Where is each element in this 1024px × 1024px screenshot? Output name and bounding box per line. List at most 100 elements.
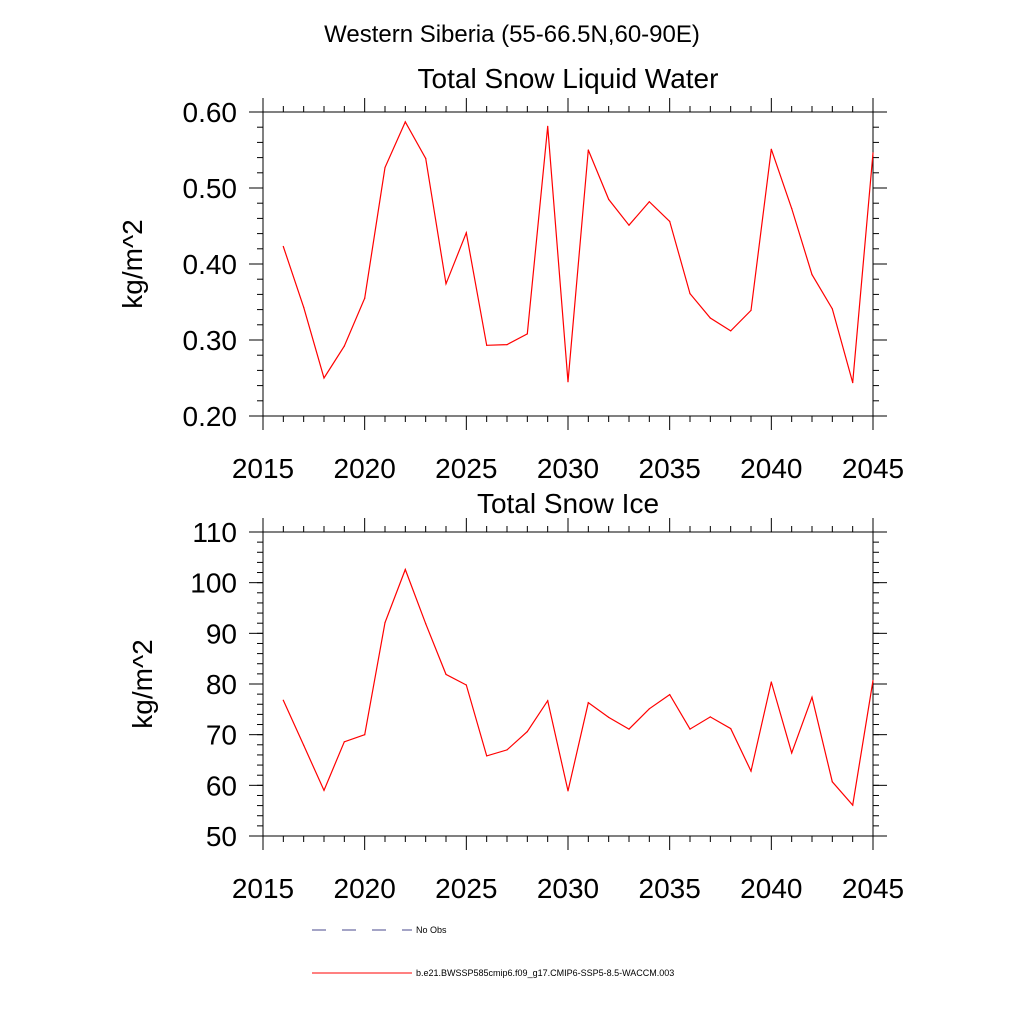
y-tick-label: 60 [206,770,237,801]
data-point [282,245,284,248]
data-point [445,673,447,676]
legend-item-no-obs: No Obs [312,925,447,935]
data-point [852,382,854,384]
panel-snow-ice: Total Snow Ice kg/m^2 2015 2020 2025 2030 20… [127,488,904,904]
data-point [709,317,711,319]
data-point [689,728,691,730]
y-tick-label: 100 [190,568,237,599]
y-axis-label: kg/m^2 [127,639,158,728]
data-point [303,744,305,746]
panel-title: Total Snow Ice [477,488,659,519]
data-point [303,306,305,308]
plot-area: 2015 2020 2025 2030 2035 2040 2045 0.20 0.30 0.40… [183,97,905,484]
x-tick-label: 2035 [639,453,701,484]
panel-title: Total Snow Liquid Water [418,63,719,94]
data-point [872,152,874,154]
data-point [750,770,752,772]
x-tick-label: 2030 [537,873,599,904]
data-point [425,623,427,625]
y-tick-label: 0.30 [183,325,238,356]
x-tick-label: 2025 [435,873,497,904]
data-point [730,330,732,332]
legend-label: b.e21.BWSSP585cmip6.f09_g17.CMIP6-SSP5-8… [416,968,674,978]
y-tick-label: 110 [192,517,237,548]
y-tick-label: 70 [206,720,237,751]
data-point [669,694,671,696]
y-tick-label: 80 [206,669,237,700]
data-point [323,377,325,379]
data-point [587,702,589,704]
data-point [547,125,549,127]
data-point [608,198,610,200]
legend-item-model-run: b.e21.BWSSP585cmip6.f09_g17.CMIP6-SSP5-8… [312,968,674,978]
data-point [770,681,772,683]
x-tick-label: 2035 [639,873,701,904]
data-point [526,333,528,335]
data-point [547,700,549,702]
data-point [404,568,406,571]
data-point [669,220,671,222]
y-tick-label: 50 [206,821,237,852]
data-point [791,752,793,754]
x-tick-label: 2030 [537,453,599,484]
plot-frame [262,111,874,417]
data-point [567,381,569,383]
data-point [506,344,508,346]
data-point [831,308,833,310]
y-tick-label: 0.20 [183,401,238,432]
series-line [282,120,874,383]
data-point [384,622,386,624]
data-point [506,749,508,751]
x-tick-label: 2040 [740,453,802,484]
data-point [486,344,488,346]
y-axis-label: kg/m^2 [117,219,148,308]
data-point [384,166,386,169]
data-point [445,283,447,285]
legend: No Obs b.e21.BWSSP585cmip6.f09_g17.CMIP6… [312,925,674,978]
plot-area: 2015 2020 2025 2030 2035 2040 2045 50 60 70 80 90 10… [190,517,904,904]
y-tick-label: 90 [206,618,237,649]
data-point [628,728,630,730]
data-point [689,293,691,295]
x-tick-label: 2015 [232,873,294,904]
x-tick-label: 2020 [334,453,396,484]
data-point [791,207,793,210]
data-point [852,804,854,806]
data-point [465,232,467,234]
y-tick-label: 0.40 [183,249,238,280]
panel-snow-liquid-water: Total Snow Liquid Water kg/m^2 2015 2020 2… [117,63,904,484]
data-point [364,734,366,736]
data-point [730,728,732,730]
data-point [628,224,630,226]
data-point [831,781,833,783]
data-point [750,309,752,311]
data-point [425,157,427,159]
x-tick-label: 2020 [334,873,396,904]
legend-label: No Obs [416,925,447,935]
data-point [811,696,813,698]
data-point [282,699,284,701]
data-point [608,716,610,719]
x-tick-label: 2045 [842,453,904,484]
y-tick-label: 0.50 [183,173,238,204]
data-point [811,274,813,276]
data-point [465,684,467,686]
data-point [587,149,589,151]
data-point [648,708,650,710]
x-tick-label: 2045 [842,873,904,904]
x-tick-label: 2025 [435,453,497,484]
data-point [343,741,345,743]
data-point [872,679,874,682]
data-point [526,731,528,733]
data-point [770,148,772,150]
data-point [323,789,325,792]
x-tick-label: 2040 [740,873,802,904]
x-tick-label: 2015 [232,453,294,484]
data-point [709,716,711,718]
data-point [364,297,366,299]
data-point [343,345,345,347]
data-point [567,790,569,792]
data-point [404,121,406,123]
series-line [282,567,874,807]
